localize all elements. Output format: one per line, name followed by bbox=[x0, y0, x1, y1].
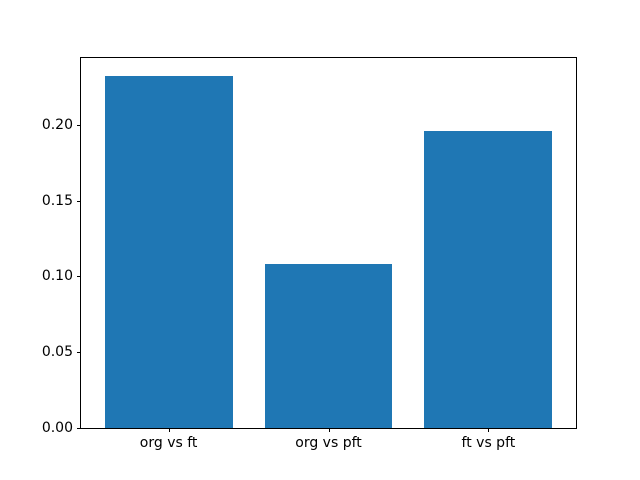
bar-org-vs-ft bbox=[104, 76, 233, 428]
x-tick-label: org vs ft bbox=[139, 435, 198, 451]
y-tick-label: 0.10 bbox=[41, 268, 73, 285]
y-tick-label: 0.15 bbox=[41, 192, 73, 209]
bar-ft-vs-pft bbox=[424, 130, 553, 428]
y-tick-mark bbox=[77, 352, 81, 354]
bar-org-vs-pft bbox=[264, 264, 393, 428]
y-tick-mark bbox=[77, 428, 81, 429]
y-tick-mark bbox=[77, 200, 81, 202]
x-tick-mark bbox=[168, 428, 170, 432]
x-tick-mark bbox=[328, 428, 330, 432]
x-tick-label: org vs pft bbox=[295, 435, 362, 451]
y-tick-mark bbox=[77, 276, 81, 278]
y-tick-label: 0.05 bbox=[41, 344, 73, 361]
y-tick-label: 0.00 bbox=[41, 420, 73, 436]
x-tick-label: ft vs pft bbox=[461, 435, 516, 451]
plot-area: org vs ft org vs pft ft vs pft 0.00 0.05 0.10… bbox=[42, 57, 577, 450]
x-tick-mark bbox=[488, 428, 490, 432]
y-tick-mark bbox=[77, 124, 81, 126]
y-tick-label: 0.20 bbox=[41, 116, 73, 133]
